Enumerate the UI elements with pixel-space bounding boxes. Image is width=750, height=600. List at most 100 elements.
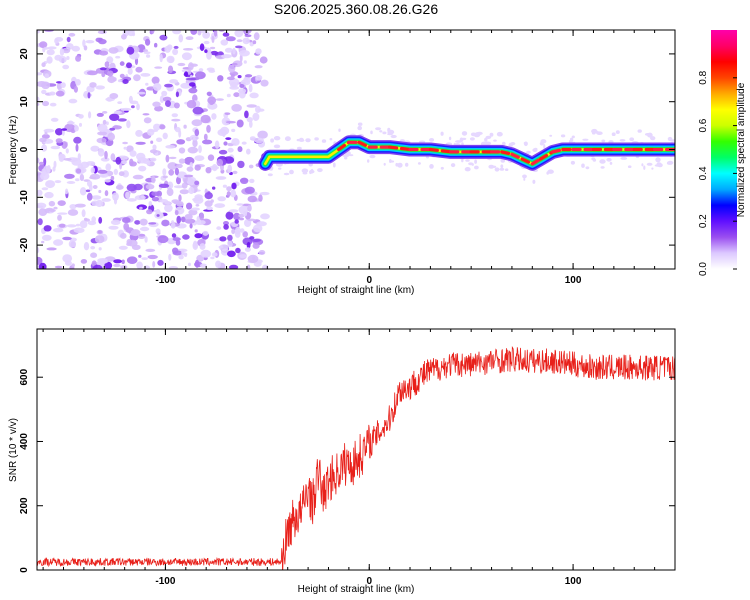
- noise-blob: [119, 73, 125, 79]
- snr-x-tick-label: 0: [366, 576, 372, 587]
- snr-y-label: SNR (10 * v/v): [8, 418, 19, 482]
- halo-blob: [600, 166, 605, 169]
- noise-blob: [62, 236, 72, 241]
- noise-blob: [192, 106, 204, 115]
- noise-blob: [73, 85, 78, 93]
- noise-blob: [152, 261, 156, 268]
- noise-blob: [104, 61, 110, 68]
- halo-blob: [338, 128, 341, 132]
- halo-blob: [474, 159, 477, 164]
- noise-blob: [171, 118, 181, 122]
- noise-blob: [188, 262, 191, 267]
- halo-blob: [523, 142, 527, 144]
- noise-blob: [41, 234, 52, 241]
- noise-blob: [161, 219, 170, 227]
- noise-blob: [133, 183, 143, 191]
- halo-blob: [370, 130, 373, 135]
- noise-blob: [55, 90, 65, 97]
- noise-blob: [135, 129, 143, 137]
- noise-blob: [252, 112, 260, 121]
- noise-blob: [73, 136, 82, 144]
- noise-blob: [232, 62, 238, 66]
- noise-blob: [152, 144, 157, 150]
- halo-blob: [461, 158, 464, 163]
- snr-y-tick-label: 0: [19, 567, 30, 573]
- noise-blob: [203, 40, 210, 45]
- noise-blob: [138, 233, 146, 237]
- noise-blob: [41, 144, 48, 152]
- noise-blob: [66, 224, 77, 228]
- noise-blob: [58, 56, 67, 63]
- noise-blob: [113, 263, 121, 268]
- noise-blob: [109, 127, 116, 131]
- colorbar-tick-label: 0.2: [698, 214, 709, 228]
- noise-blob: [49, 91, 56, 96]
- noise-blob: [109, 93, 119, 99]
- noise-blob: [101, 198, 111, 202]
- snr-x-tick-label: 100: [565, 576, 582, 587]
- noise-blob: [238, 213, 245, 218]
- halo-blob: [474, 165, 479, 170]
- noise-blob: [122, 141, 128, 145]
- noise-blob: [243, 210, 248, 217]
- noise-blob: [217, 75, 224, 82]
- noise-blob: [233, 212, 241, 221]
- noise-blob: [149, 149, 158, 154]
- noise-blob: [55, 128, 64, 136]
- noise-blob: [154, 66, 163, 69]
- halo-blob: [646, 162, 653, 166]
- noise-blob: [145, 82, 149, 86]
- noise-blob: [129, 150, 137, 157]
- colorbar: 0.0 0.2 0.4 0.6 0.8 Normalized spectral ampl…: [698, 30, 747, 276]
- halo-blob: [601, 139, 606, 143]
- noise-blob: [194, 129, 200, 137]
- noise-blob: [188, 82, 196, 87]
- noise-blob: [235, 45, 243, 49]
- noise-blob: [226, 93, 231, 98]
- noise-blob: [164, 201, 172, 205]
- noise-blob: [167, 181, 174, 190]
- noise-blob: [194, 155, 205, 162]
- noise-blob: [223, 224, 229, 230]
- noise-blob: [170, 222, 176, 229]
- noise-blob: [90, 252, 98, 258]
- spectrogram-y-tick-label: 20: [19, 48, 30, 60]
- noise-blob: [242, 37, 250, 45]
- noise-blob: [42, 100, 50, 107]
- noise-blob: [126, 46, 135, 55]
- halo-blob: [599, 159, 606, 164]
- noise-blob: [71, 157, 82, 166]
- noise-blob: [128, 95, 133, 103]
- noise-blob: [44, 191, 54, 199]
- noise-blob: [216, 226, 222, 230]
- noise-blob: [150, 140, 154, 144]
- noise-blob: [57, 200, 66, 207]
- noise-blob: [43, 128, 55, 133]
- noise-blob: [46, 49, 55, 56]
- noise-blob: [117, 101, 123, 104]
- noise-blob: [189, 134, 199, 141]
- noise-blob: [188, 209, 198, 216]
- halo-blob: [609, 161, 613, 165]
- halo-blob: [397, 162, 403, 168]
- noise-blob: [235, 247, 241, 254]
- noise-blob: [64, 173, 75, 179]
- noise-blob: [97, 30, 107, 35]
- snr-series-line: [37, 345, 675, 570]
- halo-blob: [549, 134, 553, 137]
- noise-blob: [224, 112, 231, 115]
- noise-blob: [131, 105, 135, 109]
- halo-blob: [508, 142, 513, 148]
- halo-blob: [543, 144, 546, 150]
- noise-blob: [172, 30, 182, 35]
- noise-blob: [162, 96, 172, 102]
- halo-blob: [321, 139, 327, 143]
- noise-blob: [182, 234, 190, 240]
- noise-blob: [249, 178, 255, 184]
- noise-blob: [167, 65, 174, 74]
- noise-blob: [87, 92, 91, 99]
- noise-blob: [188, 62, 194, 71]
- noise-blob: [122, 217, 131, 224]
- noise-blob: [140, 73, 151, 77]
